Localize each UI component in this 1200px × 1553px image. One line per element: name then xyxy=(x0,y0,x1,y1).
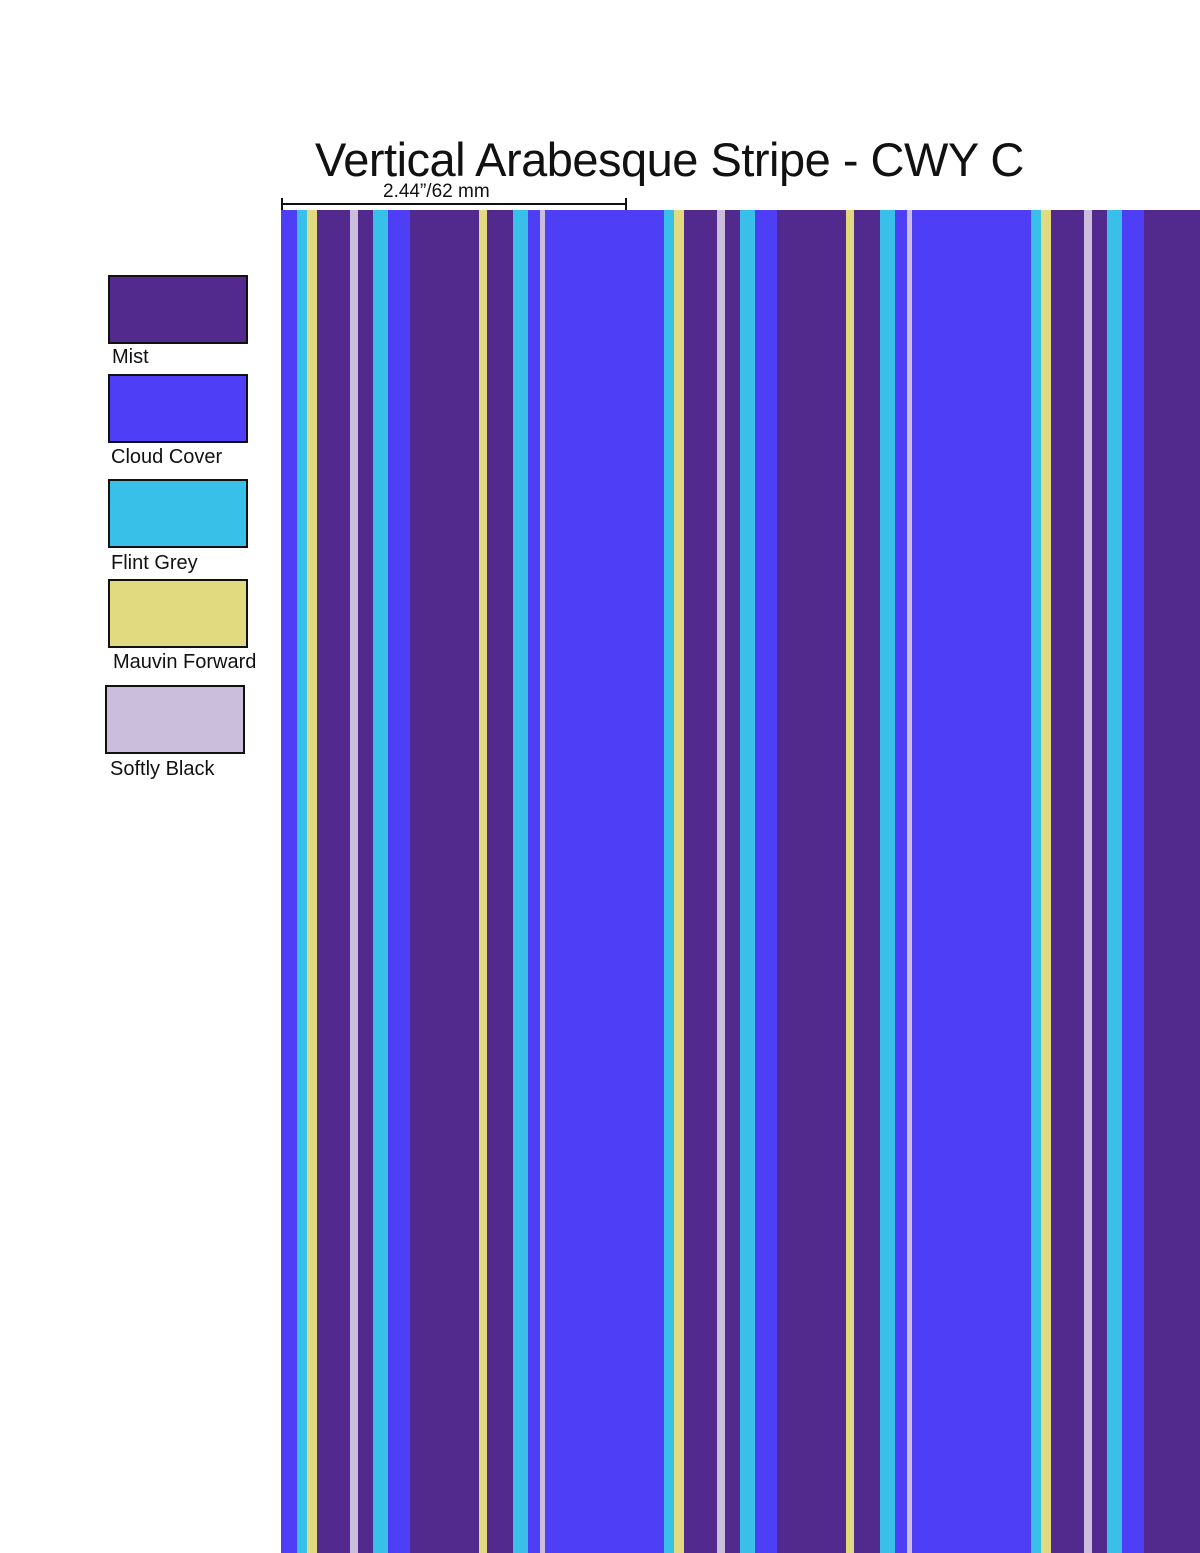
stripe-35 xyxy=(1092,210,1108,1553)
stripe-21 xyxy=(740,210,756,1553)
stripe-15 xyxy=(648,210,665,1553)
swatch-label-flint-grey: Flint Grey xyxy=(111,552,198,574)
stripe-12 xyxy=(528,210,541,1553)
stripe-20 xyxy=(725,210,741,1553)
stripe-24 xyxy=(846,210,855,1553)
stripe-17 xyxy=(674,210,685,1553)
stripe-32 xyxy=(1041,210,1052,1553)
stripe-8 xyxy=(410,210,480,1553)
repeat-ruler xyxy=(281,198,627,210)
stripe-11 xyxy=(513,210,529,1553)
stripe-29 xyxy=(912,210,1016,1553)
stripe-30 xyxy=(1015,210,1032,1553)
stripe-6 xyxy=(373,210,389,1553)
stripe-23 xyxy=(777,210,847,1553)
stripe-37 xyxy=(1122,210,1145,1553)
stripe-5 xyxy=(358,210,374,1553)
swatch-label-cloud-cover: Cloud Cover xyxy=(111,446,223,468)
stripe-13 xyxy=(540,210,546,1553)
stripe-28 xyxy=(907,210,913,1553)
repeat-size-label: 2.44”/62 mm xyxy=(383,181,490,202)
stripe-38 xyxy=(1144,210,1200,1553)
stripe-33 xyxy=(1051,210,1085,1553)
stripe-19 xyxy=(717,210,726,1553)
stripe-16 xyxy=(664,210,675,1553)
stripe-7 xyxy=(388,210,411,1553)
stripe-0 xyxy=(281,210,298,1553)
stripe-27 xyxy=(895,210,908,1553)
stripe-4 xyxy=(350,210,359,1553)
stripe-fabric-preview xyxy=(281,210,1200,1553)
stripe-25 xyxy=(854,210,881,1553)
swatch-mauvin-forward xyxy=(108,579,248,648)
stripe-22 xyxy=(755,210,778,1553)
stripe-18 xyxy=(684,210,718,1553)
swatch-label-mist: Mist xyxy=(112,346,149,368)
swatch-softly-black xyxy=(105,685,245,754)
stripe-26 xyxy=(880,210,896,1553)
swatch-cloud-cover xyxy=(108,374,248,443)
swatch-label-mauvin-forward: Mauvin Forward xyxy=(113,651,257,673)
stripe-9 xyxy=(479,210,488,1553)
swatch-mist xyxy=(108,275,248,344)
stripe-14 xyxy=(545,210,649,1553)
page-title: Vertical Arabesque Stripe - CWY C xyxy=(315,133,1024,186)
swatch-flint-grey xyxy=(108,479,248,548)
stripe-31 xyxy=(1031,210,1042,1553)
stripe-34 xyxy=(1084,210,1093,1553)
stripe-10 xyxy=(487,210,514,1553)
stripe-1 xyxy=(297,210,308,1553)
stripe-3 xyxy=(317,210,351,1553)
stripe-36 xyxy=(1107,210,1123,1553)
stripe-2 xyxy=(307,210,318,1553)
swatch-label-softly-black: Softly Black xyxy=(110,758,215,780)
